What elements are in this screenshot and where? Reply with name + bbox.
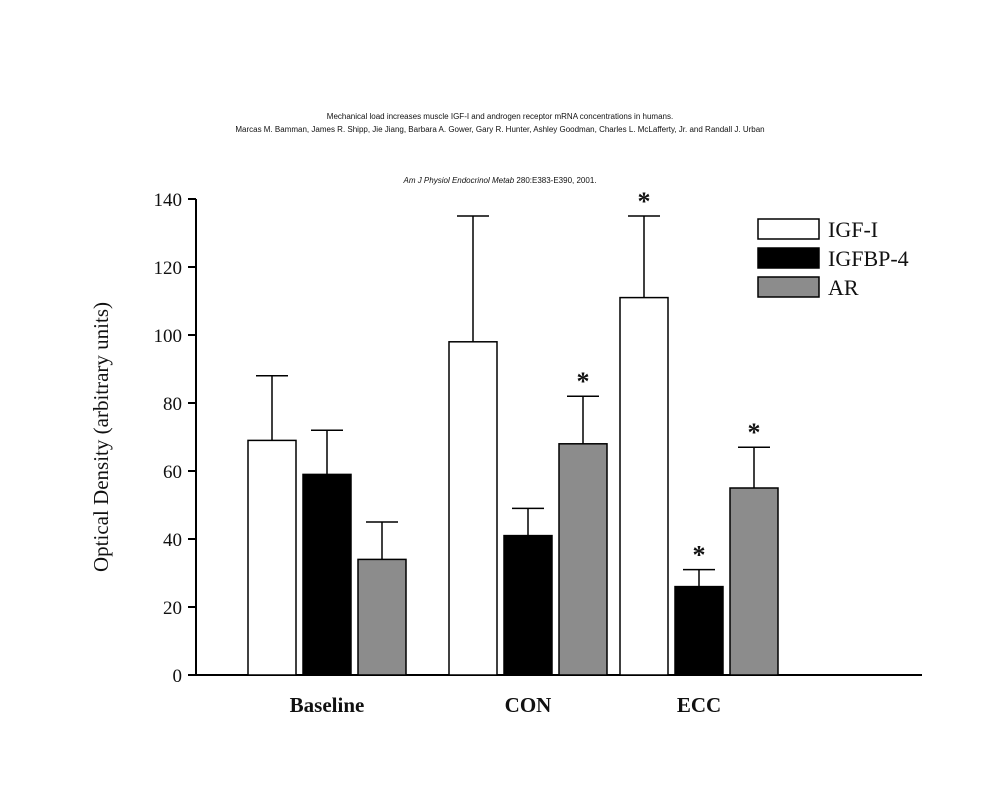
paper-authors: Marcas M. Bamman, James R. Shipp, Jie Ji… [235, 125, 765, 134]
y-tick-label: 20 [163, 598, 182, 619]
legend-swatch [757, 276, 820, 298]
significance-star: * [577, 367, 590, 396]
bar-igf-i-ecc [619, 296, 669, 676]
significance-star: * [748, 418, 761, 447]
bar-igf-i-con [448, 341, 498, 676]
bar-igfbp-4-ecc [674, 585, 724, 676]
significance-star: * [693, 541, 706, 570]
legend-swatch [757, 218, 820, 240]
chart-bars: * * * * [247, 187, 779, 676]
legend-label: IGF-I [828, 217, 878, 242]
bar-igfbp-4-baseline [302, 473, 352, 676]
y-tick-label: 60 [163, 462, 182, 483]
journal-name: Am J Physiol Endocrinol Metab [403, 176, 515, 185]
journal-citation: Am J Physiol Endocrinol Metab 280:E383-E… [0, 176, 1000, 185]
y-tick-label: 120 [154, 258, 183, 279]
bar-igfbp-4-con [503, 534, 553, 676]
x-category-label: CON [505, 693, 552, 717]
chart-axes: 0 20 40 60 80 100 120 140 Baseline CON ECC [154, 190, 922, 717]
x-category-label: ECC [677, 693, 721, 717]
bar-ar-baseline [357, 558, 407, 676]
chart-legend: IGF-I IGFBP-4 AR [757, 217, 909, 300]
y-axis-label: Optical Density (arbitrary units) [89, 302, 113, 572]
y-tick-label: 140 [154, 190, 183, 211]
y-tick-label: 0 [173, 666, 183, 687]
y-tick-label: 80 [163, 394, 182, 415]
journal-volume: 280:E383-E390, 2001. [514, 176, 597, 185]
legend-swatch [757, 247, 820, 269]
bar-ar-con [558, 443, 608, 676]
bar-igf-i-baseline [247, 439, 297, 676]
bar-ar-ecc [729, 487, 779, 676]
legend-label: IGFBP-4 [828, 246, 909, 271]
x-category-label: Baseline [290, 693, 365, 717]
y-tick-label: 40 [163, 530, 182, 551]
paper-title: Mechanical load increases muscle IGF-I a… [326, 112, 674, 121]
citation-header: Mechanical load increases muscle IGF-I a… [0, 110, 1000, 136]
significance-star: * [638, 187, 651, 216]
y-tick-label: 100 [154, 326, 183, 347]
legend-label: AR [828, 275, 859, 300]
